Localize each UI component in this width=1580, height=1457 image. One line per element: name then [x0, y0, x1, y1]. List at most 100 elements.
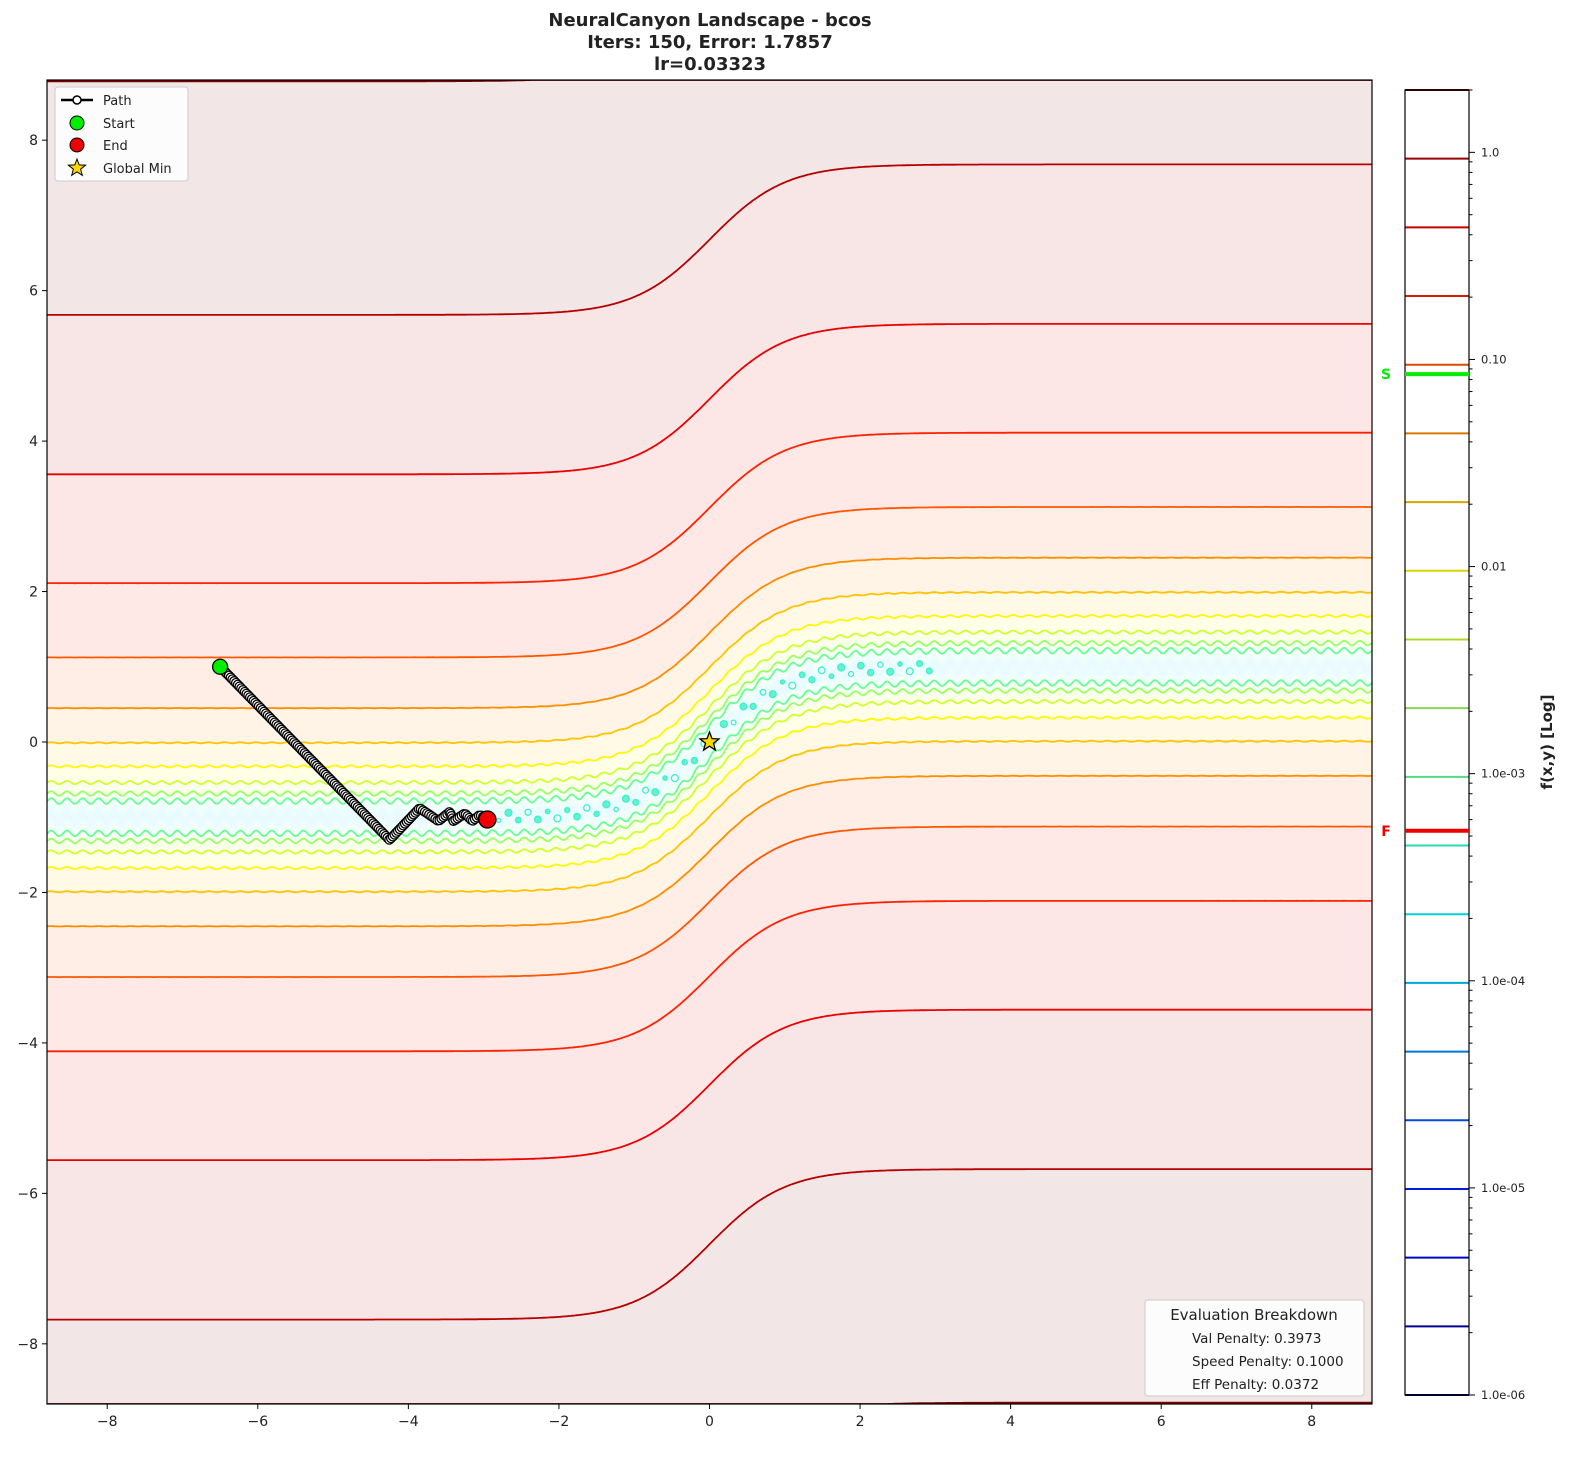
y-tick-label: −6	[17, 1186, 38, 1202]
x-tick-label: −2	[549, 1414, 570, 1430]
legend-globalmin-label: Global Min	[103, 162, 172, 177]
floor-contour	[621, 794, 630, 803]
floor-contour	[779, 679, 786, 685]
floor-contour	[514, 816, 522, 824]
floor-contour	[504, 808, 513, 817]
contour-lines	[47, 80, 1372, 1404]
x-tick-label: −6	[247, 1414, 268, 1430]
floor-contour	[593, 810, 600, 818]
floor-contour	[719, 719, 728, 729]
speed-penalty: Speed Penalty: 0.1000	[1192, 1354, 1344, 1370]
x-axis: −8 −6 −4 −2 0 2 4 6 8	[97, 1404, 1316, 1430]
colorbar-tick-label: 1.0e-03	[1481, 767, 1525, 781]
floor-contour	[681, 758, 688, 766]
contour-line	[47, 613, 1372, 769]
floor-contour	[690, 756, 699, 765]
floor-contour	[651, 788, 660, 797]
colorbar-tick-label: 0.01	[1481, 560, 1507, 574]
contour-line	[47, 1168, 1372, 1321]
y-tick-label: 0	[29, 735, 38, 751]
floor-contour	[925, 667, 933, 675]
contour-line	[47, 505, 1372, 659]
contour-line	[47, 646, 1372, 805]
floor-contour	[808, 676, 816, 684]
y-tick-label: 8	[29, 133, 38, 149]
colorbar-tick-label: 1.0e-04	[1481, 974, 1525, 988]
contour-line	[47, 698, 1372, 855]
floor-contour	[856, 661, 865, 670]
contour-line	[47, 774, 1372, 928]
evaluation-title: Evaluation Breakdown	[1170, 1306, 1338, 1324]
x-tick-label: 4	[1006, 1414, 1015, 1430]
contour-line	[47, 825, 1372, 979]
legend-end-label: End	[103, 139, 128, 154]
y-tick-label: −8	[17, 1337, 38, 1353]
floor-contour	[632, 798, 640, 806]
floor-contour	[524, 808, 532, 816]
floor-contour	[739, 702, 748, 711]
contour-line	[47, 629, 1372, 786]
floor-contour	[749, 702, 757, 711]
floor-contour	[533, 815, 542, 824]
legend-start-marker	[69, 115, 85, 131]
floor-contour	[877, 661, 884, 668]
floor-contour	[897, 661, 903, 667]
colorbar-marker-label: S	[1381, 367, 1391, 383]
contour-line	[47, 739, 1372, 894]
floor-contour	[817, 666, 826, 675]
floor-contour	[886, 667, 895, 676]
title-line-1: NeuralCanyon Landscape - bcos	[548, 10, 871, 31]
floor-contour	[602, 800, 611, 809]
floor-contour	[788, 681, 797, 690]
floor-contour	[613, 806, 619, 813]
optimizer-path	[212, 658, 721, 845]
legend-path-marker	[72, 95, 82, 105]
legend: Path Start End Global Min	[54, 86, 189, 182]
val-penalty: Val Penalty: 0.3973	[1192, 1331, 1321, 1347]
contour-line	[47, 1008, 1372, 1161]
floor-contour	[759, 688, 767, 696]
floor-contour	[564, 806, 571, 814]
contour-line	[47, 590, 1372, 745]
floor-contour	[915, 660, 924, 668]
contour-line	[47, 679, 1372, 838]
floor-contour	[553, 814, 562, 823]
legend-star-marker	[67, 157, 87, 177]
contour-line	[47, 639, 1372, 797]
legend-path-label: Path	[103, 94, 132, 109]
colorbar-tick-label: 0.10	[1481, 352, 1507, 366]
x-tick-label: 2	[856, 1414, 865, 1430]
x-tick-label: −8	[97, 1414, 118, 1430]
start-marker	[212, 658, 229, 675]
colorbar-tick-label: 1.0e-06	[1481, 1388, 1525, 1402]
contour-line	[47, 715, 1372, 871]
title-line-2: Iters: 150, Error: 1.7857	[587, 32, 832, 53]
y-tick-label: −4	[17, 1036, 38, 1052]
floor-contour	[670, 773, 679, 783]
colorbar-marker-label: F	[1381, 824, 1391, 840]
contour-line	[47, 899, 1372, 1053]
x-tick-label: 6	[1157, 1414, 1166, 1430]
y-tick-label: −2	[17, 885, 38, 901]
legend-start-label: Start	[103, 117, 135, 132]
contour-line	[47, 323, 1372, 476]
floor-contour	[496, 817, 502, 824]
floor-contour	[641, 786, 650, 794]
title-line-3: lr=0.03323	[654, 54, 766, 75]
contour-line	[47, 80, 1372, 83]
floor-contour	[573, 812, 581, 821]
legend-end-marker	[69, 137, 85, 153]
floor-contour	[847, 670, 855, 678]
x-tick-label: −4	[398, 1414, 419, 1430]
evaluation-breakdown: Evaluation Breakdown Val Penalty: 0.3973…	[1144, 1299, 1365, 1397]
colorbar-tick-label: 1.0	[1481, 145, 1499, 159]
contour-line	[47, 687, 1372, 845]
colorbar-label: f(x,y) [Log]	[1538, 695, 1556, 790]
x-tick-label: 8	[1307, 1414, 1316, 1430]
floor-contour	[905, 667, 914, 676]
floor-contour	[582, 804, 591, 812]
global-min-star	[698, 730, 721, 752]
contour-line	[47, 431, 1372, 585]
end-marker	[478, 810, 497, 829]
floor-contour	[730, 719, 737, 726]
